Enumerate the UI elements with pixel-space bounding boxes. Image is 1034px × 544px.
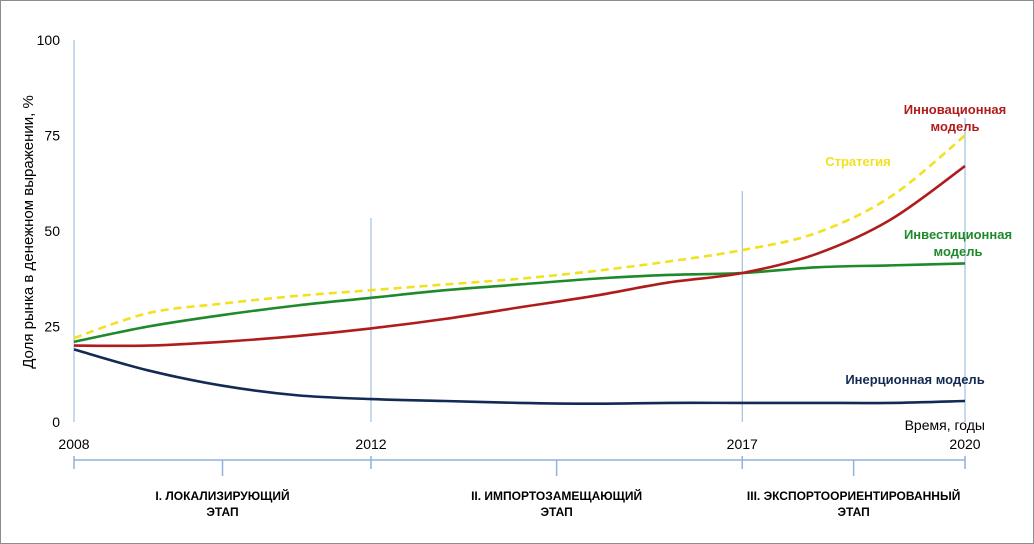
y-tick-label: 50	[44, 223, 60, 239]
stage-label-text: ЭТАП	[838, 505, 870, 519]
series-label-text: Инновационная	[904, 102, 1006, 117]
stage-label-text: II. ИМПОРТОЗАМЕЩАЮЩИЙ	[471, 488, 642, 503]
y-axis-label: Доля рынка в денежном выражении, %	[20, 95, 37, 369]
series-line-0	[73, 134, 966, 340]
stage-label-text: III. ЭКСПОРТООРИЕНТИРОВАННЫЙ	[747, 488, 960, 503]
series-label-text: модель	[934, 244, 983, 259]
series-label-text: Инвестиционная	[904, 227, 1012, 242]
y-tick-label: 75	[44, 128, 60, 144]
stage-label-text: ЭТАП	[206, 505, 238, 519]
stage-label-text: I. ЛОКАЛИЗИРУЮЩИЙ	[155, 488, 289, 503]
series-line-3	[73, 348, 966, 405]
x-tick-label: 2017	[727, 436, 758, 452]
x-tick-label: 2008	[58, 436, 89, 452]
stage-label-text: ЭТАП	[541, 505, 573, 519]
stage-dividers	[370, 191, 743, 422]
series-lines	[73, 134, 966, 405]
series-label-text: модель	[931, 119, 980, 134]
y-tick-label: 100	[37, 32, 61, 48]
axes: 0 25 50 75 100 2008 2012 2017 2020	[37, 32, 981, 452]
y-tick-label: 25	[44, 319, 60, 335]
x-tick-label: 2012	[355, 436, 386, 452]
series-line-1	[73, 262, 966, 344]
stage-brackets: I. ЛОКАЛИЗИРУЮЩИЙ ЭТАП II. ИМПОРТОЗАМЕЩАЮЩ…	[73, 456, 966, 519]
series-label-text: Стратегия	[825, 154, 891, 169]
series-line-2	[73, 165, 966, 348]
x-tick-label: 2020	[949, 436, 980, 452]
y-tick-label: 0	[52, 414, 60, 430]
x-axis-label: Время, годы	[905, 417, 985, 433]
series-labels: Стратегия Инвестиционная модель Инновационн…	[825, 102, 1012, 387]
series-label-text: Инерционная модель	[845, 372, 984, 387]
